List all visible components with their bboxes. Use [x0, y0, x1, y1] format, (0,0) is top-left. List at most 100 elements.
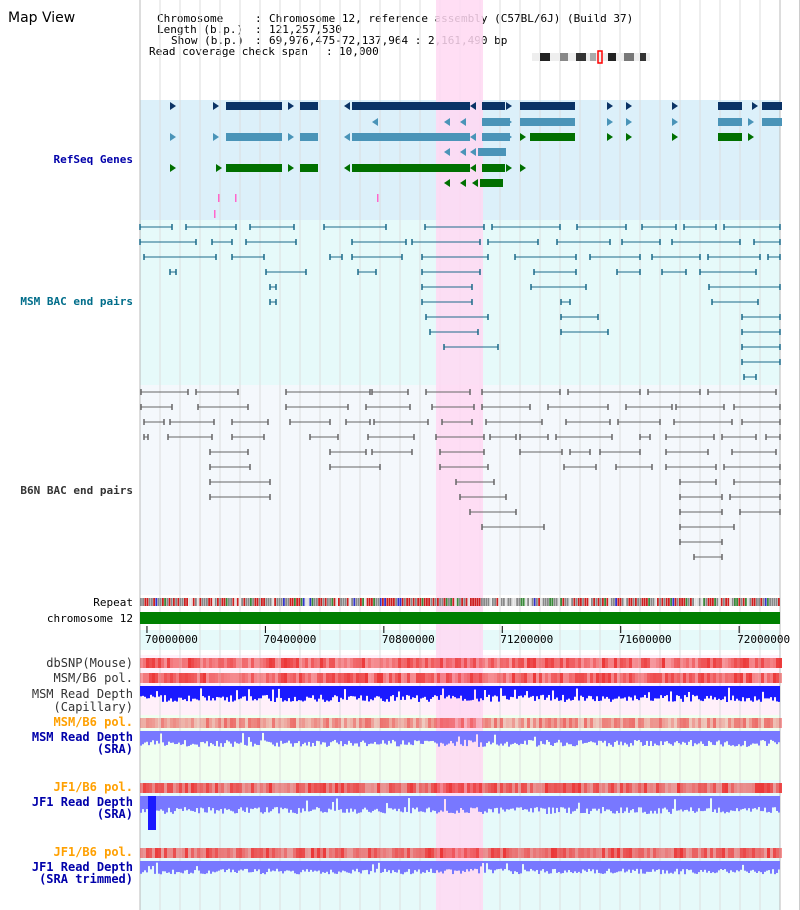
- read-depth-bar: [488, 861, 490, 870]
- polymorphism-cell: [326, 718, 329, 728]
- repeat-segment: [542, 598, 545, 606]
- polymorphism-cell: [509, 658, 512, 668]
- repeat-segment: [239, 598, 241, 606]
- repeat-segment: [569, 598, 571, 606]
- polymorphism-cell: [407, 658, 410, 668]
- repeat-segment: [276, 598, 279, 606]
- read-depth-bar: [580, 796, 582, 814]
- read-depth-bar: [168, 686, 170, 701]
- polymorphism-cell: [209, 783, 212, 793]
- polymorphism-cell: [446, 848, 449, 858]
- read-depth-bar: [428, 731, 430, 742]
- polymorphism-cell: [164, 848, 167, 858]
- polymorphism-cell: [377, 718, 380, 728]
- read-depth-bar: [426, 686, 428, 700]
- polymorphism-cell: [227, 848, 230, 858]
- read-depth-bar: [644, 731, 646, 746]
- read-depth-bar: [436, 861, 438, 871]
- polymorphism-cell: [242, 783, 245, 793]
- polymorphism-cell: [242, 658, 245, 668]
- read-depth-bar: [248, 686, 250, 690]
- polymorphism-cell: [689, 848, 692, 858]
- polymorphism-cell: [659, 673, 662, 683]
- repeat-segment: [340, 598, 342, 606]
- polymorphism-cell: [737, 673, 740, 683]
- repeat-segment: [540, 598, 543, 606]
- polymorphism-cell: [431, 658, 434, 668]
- repeat-segment: [698, 598, 701, 606]
- read-depth-bar: [324, 686, 326, 702]
- polymorphism-cell: [689, 658, 692, 668]
- read-depth-bar: [388, 731, 390, 741]
- read-depth-bar: [280, 686, 282, 699]
- polymorphism-cell: [272, 718, 275, 728]
- polymorphism-cell: [485, 718, 488, 728]
- read-depth-bar: [320, 796, 322, 812]
- repeat-segment: [263, 598, 265, 606]
- read-depth-bar: [334, 796, 336, 811]
- read-depth-bar: [598, 731, 600, 741]
- polymorphism-cell: [614, 783, 617, 793]
- read-depth-bar: [496, 731, 498, 745]
- polymorphism-cell: [452, 658, 455, 668]
- read-depth-bar: [328, 731, 330, 746]
- polymorphism-cell: [344, 673, 347, 683]
- polymorphism-cell: [755, 848, 758, 858]
- polymorphism-cell: [719, 673, 722, 683]
- read-depth-bar: [628, 796, 630, 813]
- read-depth-bar: [226, 796, 228, 810]
- read-depth-bar: [546, 686, 548, 698]
- repeat-segment: [771, 598, 774, 606]
- polymorphism-cell: [191, 718, 194, 728]
- polymorphism-cell: [548, 783, 551, 793]
- polymorphism-cell: [149, 783, 152, 793]
- polymorphism-cell: [533, 783, 536, 793]
- polymorphism-cell: [299, 848, 302, 858]
- read-depth-bar: [738, 861, 740, 872]
- polymorphism-cell: [416, 658, 419, 668]
- polymorphism-cell: [344, 658, 347, 668]
- polymorphism-cell: [257, 783, 260, 793]
- polymorphism-cell: [686, 673, 689, 683]
- read-depth-bar: [562, 861, 564, 874]
- gene-block: [530, 133, 575, 141]
- read-depth-bar: [244, 731, 246, 745]
- read-depth-bar: [212, 796, 214, 809]
- read-depth-bar: [590, 796, 592, 812]
- polymorphism-cell: [290, 673, 293, 683]
- read-depth-bar: [732, 731, 734, 746]
- read-depth-bar: [362, 686, 364, 701]
- repeat-segment: [654, 598, 657, 606]
- read-depth-bar: [514, 861, 516, 872]
- read-depth-bar: [356, 861, 358, 869]
- polymorphism-cell: [407, 673, 410, 683]
- read-depth-bar: [518, 861, 520, 875]
- gene-arrow: [372, 118, 378, 126]
- polymorphism-cell: [761, 718, 764, 728]
- repeat-segment: [267, 598, 270, 606]
- read-depth-bar: [462, 861, 464, 871]
- read-depth-bar: [490, 796, 492, 810]
- read-depth-bar: [710, 686, 712, 696]
- polymorphism-cell: [281, 783, 284, 793]
- read-depth-bar: [258, 861, 260, 870]
- polymorphism-cell: [257, 658, 260, 668]
- read-depth-bar: [352, 731, 354, 746]
- polymorphism-cell: [482, 658, 485, 668]
- read-depth-bar: [508, 861, 510, 871]
- polymorphism-cell: [224, 673, 227, 683]
- read-depth-bar: [294, 686, 296, 697]
- polymorphism-cell: [176, 658, 179, 668]
- read-depth-bar: [186, 686, 188, 702]
- read-depth-bar: [612, 861, 614, 874]
- polymorphism-cell: [440, 718, 443, 728]
- repeat-segment: [140, 598, 142, 606]
- polymorphism-cell: [323, 848, 326, 858]
- read-depth-bar: [568, 686, 570, 699]
- polymorphism-cell: [509, 848, 512, 858]
- read-depth-bar: [210, 686, 212, 701]
- polymorphism-cell: [254, 718, 257, 728]
- polymorphism-cell: [467, 658, 470, 668]
- read-depth-bar: [662, 796, 664, 809]
